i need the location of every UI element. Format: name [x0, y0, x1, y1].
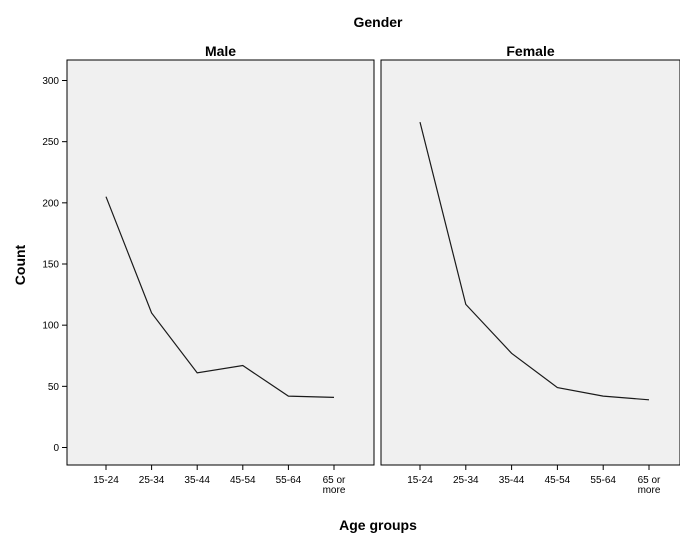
chart-title: Gender: [353, 14, 403, 30]
panel-male: Male 15-24 25-34 35-44 45-54 55-64 65 or more: [66, 43, 375, 496]
panel-background: [66, 59, 375, 466]
y-tick-label: 200: [42, 198, 59, 209]
x-axis-title: Age groups: [339, 517, 417, 533]
panel-background: [380, 59, 680, 466]
y-axis: 0 50 100 150 200 250 300: [42, 60, 68, 465]
series-line-male: [105, 196, 335, 398]
x-tick-label: 55-64: [590, 475, 616, 486]
x-tick-label: 55-64: [276, 475, 302, 486]
x-tick-label: 25-34: [453, 475, 479, 486]
x-tick-label: 35-44: [184, 475, 210, 486]
x-tick-label: 15-24: [93, 475, 119, 486]
x-tick-label: 45-54: [230, 475, 256, 486]
x-tick-label: 25-34: [139, 475, 165, 486]
panel-title: Female: [506, 43, 554, 59]
x-tick-label: 65 or more: [638, 475, 661, 496]
y-axis-title: Count: [12, 244, 28, 285]
y-tick-label: 100: [42, 321, 59, 332]
y-tick-label: 150: [42, 260, 59, 271]
panel-female: Female 15-24 25-34 35-44 45-54 55-64 65 or more: [380, 43, 680, 496]
panel-title: Male: [205, 43, 236, 59]
y-tick-label: 50: [48, 382, 60, 393]
y-tick-label: 300: [42, 76, 59, 87]
x-tick-label: 15-24: [407, 475, 433, 486]
y-tick-label: 0: [53, 443, 59, 454]
x-tick-label: 65 or more: [323, 475, 346, 496]
x-tick-label: 35-44: [499, 475, 525, 486]
series-line-female: [419, 121, 650, 401]
y-tick-label: 250: [42, 137, 59, 148]
x-tick-label: 45-54: [545, 475, 571, 486]
